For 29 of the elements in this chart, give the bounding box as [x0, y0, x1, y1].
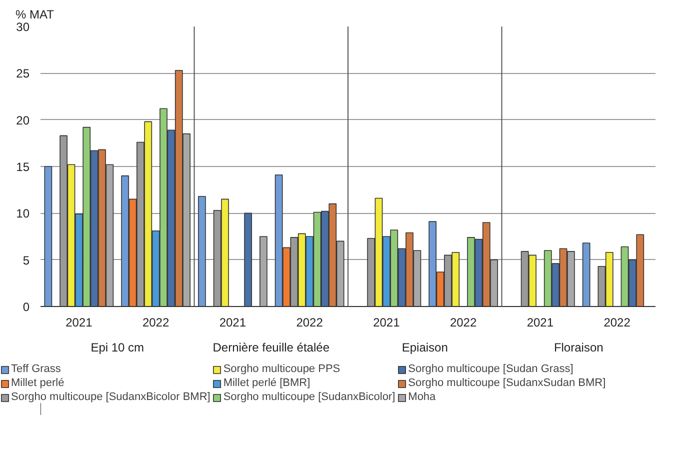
text: Epi 10 cm	[90, 340, 144, 354]
legend-label: Millet perlé	[11, 377, 64, 389]
x-tick-label: 2021	[219, 316, 246, 330]
text: Epiaison	[402, 340, 448, 354]
x-tick-label: 2021	[526, 316, 554, 330]
legend-label: Sorgho multicoupe [Sudan Grass]	[408, 363, 574, 375]
x-tick-label: 2021	[66, 316, 93, 330]
legend-label: Moha	[408, 391, 436, 403]
x-tick-label: 2021	[373, 316, 400, 330]
legend-label: Millet perlé [BMR]	[223, 377, 310, 389]
legend-label: Teff Grass	[11, 363, 61, 375]
y-tick-label: 0	[22, 300, 30, 314]
y-tick-label: 10	[16, 206, 30, 221]
x-tick-label: 2022	[604, 316, 631, 330]
x-tick-label: 2022	[296, 316, 324, 330]
legend-label: Sorgho multicoupe [SudanxSudan BMR]	[408, 377, 606, 389]
y-tick-label: 30	[16, 20, 30, 34]
text: Dernière feuille étalée	[212, 340, 330, 354]
y-tick-label: 15	[16, 160, 30, 174]
legend-label: Sorgho multicoupe [SudanxBicolor]	[223, 391, 396, 403]
text: Floraison	[554, 340, 604, 354]
legend-label: Sorgho multicoupe PPS	[223, 363, 340, 375]
x-tick-label: 2022	[142, 316, 170, 330]
legend-label: Sorgho multicoupe [SudanxBicolor BMR]	[11, 391, 210, 403]
y-tick-label: 20	[16, 113, 30, 128]
x-tick-label: 2022	[450, 316, 477, 330]
y-tick-label: 25	[16, 66, 30, 81]
y-tick-label: 5	[22, 253, 30, 268]
y-axis-title: % MAT	[16, 8, 55, 22]
